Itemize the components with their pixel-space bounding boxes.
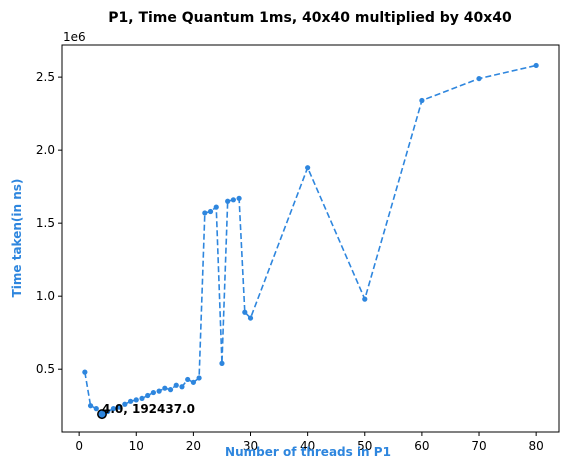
data-point [225,199,230,204]
data-point [168,387,173,392]
y-offset-label: 1e6 [63,30,86,44]
x-tick-label: 20 [186,439,201,453]
highlight-layer: 4.0, 192437.0 [98,402,195,418]
data-point [151,390,156,395]
data-point [191,380,196,385]
data-point [362,297,367,302]
data-point [139,396,144,401]
data-point [534,63,539,68]
y-tick-label: 0.5 [36,362,55,376]
y-axis-label: Time taken(in ns) [10,179,24,298]
data-point [208,209,213,214]
data-point [305,165,310,170]
y-tick-label: 1.0 [36,289,55,303]
chart-title: P1, Time Quantum 1ms, 40x40 multiplied b… [108,10,512,26]
data-point [157,389,162,394]
x-tick-label: 0 [75,439,83,453]
y-tick-label: 2.0 [36,143,55,157]
data-point [202,210,207,215]
data-point [179,384,184,389]
y-tick-label: 1.5 [36,216,55,230]
x-tick-label: 10 [129,439,144,453]
highlight-label: 4.0, 192437.0 [102,402,195,416]
x-axis-label: Number of threads in P1 [225,445,391,459]
data-point [174,383,179,388]
x-tick-label: 70 [471,439,486,453]
data-point [82,370,87,375]
data-point [476,76,481,81]
data-point [88,403,93,408]
data-point [94,406,99,411]
data-point [197,375,202,380]
data-point [162,386,167,391]
data-point [419,98,424,103]
y-tick-label: 2.5 [36,70,55,84]
data-point [214,205,219,210]
data-point [219,361,224,366]
data-point [185,377,190,382]
x-tick-label: 60 [414,439,429,453]
data-point [236,196,241,201]
x-tick-label: 80 [529,439,544,453]
data-point [248,315,253,320]
data-point [242,310,247,315]
data-point [145,393,150,398]
data-point [231,197,236,202]
